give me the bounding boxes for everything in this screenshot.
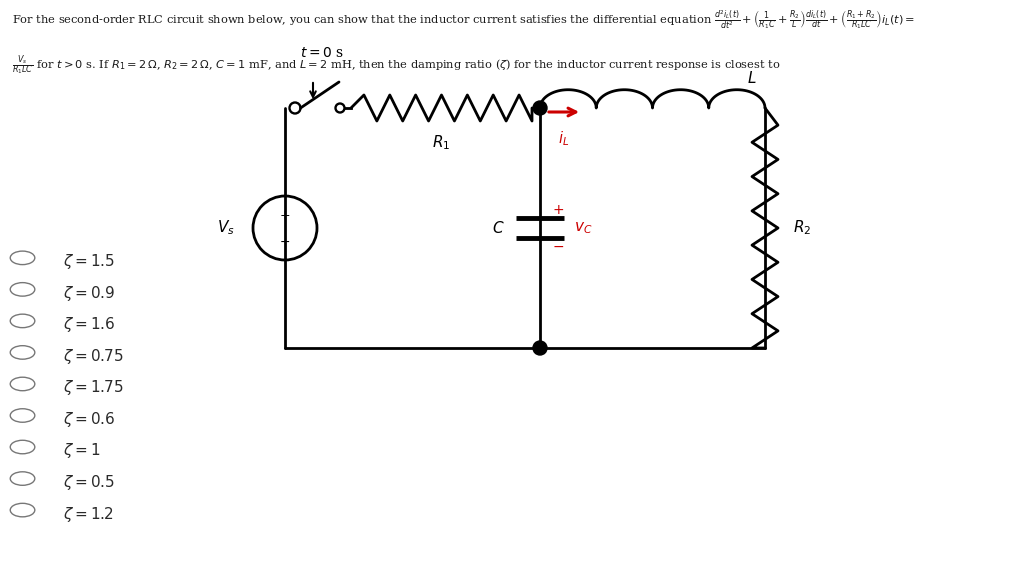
Circle shape bbox=[534, 341, 547, 355]
Text: $t = 0$ s: $t = 0$ s bbox=[300, 46, 344, 60]
Text: $\zeta = 1.2$: $\zeta = 1.2$ bbox=[63, 504, 115, 524]
Text: $+$: $+$ bbox=[280, 208, 291, 221]
Text: $-$: $-$ bbox=[552, 239, 564, 253]
Text: $\zeta = 0.5$: $\zeta = 0.5$ bbox=[63, 473, 116, 492]
Text: For the second-order RLC circuit shown below, you can show that the inductor cur: For the second-order RLC circuit shown b… bbox=[12, 8, 915, 32]
Text: $\zeta = 1.6$: $\zeta = 1.6$ bbox=[63, 315, 116, 334]
Text: $i_L$: $i_L$ bbox=[558, 129, 569, 148]
Text: $\zeta = 1.75$: $\zeta = 1.75$ bbox=[63, 378, 124, 397]
Text: $-$: $-$ bbox=[280, 235, 291, 248]
Text: $+$: $+$ bbox=[552, 203, 564, 217]
Text: $\zeta = 0.9$: $\zeta = 0.9$ bbox=[63, 284, 116, 303]
Text: $\frac{V_s}{R_1LC}$ for $t > 0$ s. If $R_1 = 2\,\Omega$, $R_2 = 2\,\Omega$, $C =: $\frac{V_s}{R_1LC}$ for $t > 0$ s. If $R… bbox=[12, 53, 780, 78]
Text: $C$: $C$ bbox=[493, 220, 505, 236]
Text: $\zeta = 1$: $\zeta = 1$ bbox=[63, 441, 100, 461]
Text: $L$: $L$ bbox=[746, 70, 757, 86]
Text: $R_2$: $R_2$ bbox=[793, 218, 811, 238]
Circle shape bbox=[534, 101, 547, 115]
Text: $\zeta = 0.75$: $\zeta = 0.75$ bbox=[63, 347, 124, 366]
Text: $\zeta = 1.5$: $\zeta = 1.5$ bbox=[63, 252, 116, 271]
Text: $\zeta = 0.6$: $\zeta = 0.6$ bbox=[63, 410, 116, 429]
Text: $R_1$: $R_1$ bbox=[432, 133, 451, 151]
Text: $V_s$: $V_s$ bbox=[217, 218, 234, 238]
Text: $v_C$: $v_C$ bbox=[574, 220, 593, 236]
